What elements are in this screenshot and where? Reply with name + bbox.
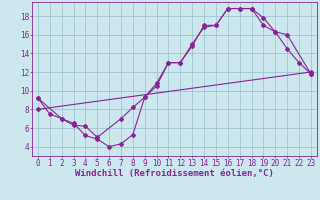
X-axis label: Windchill (Refroidissement éolien,°C): Windchill (Refroidissement éolien,°C) [75, 169, 274, 178]
